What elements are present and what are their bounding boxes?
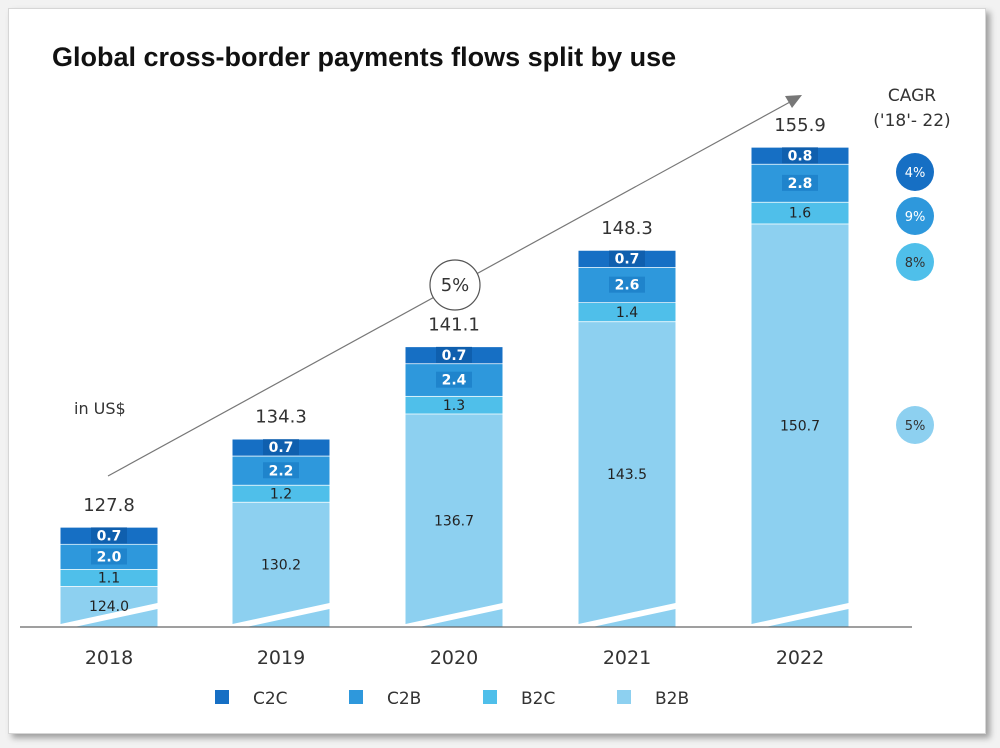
total-label-2022: 155.9 <box>774 115 826 136</box>
axis-break-mark <box>751 603 849 630</box>
growth-circle <box>429 259 481 311</box>
legend-label-c2b: C2B <box>387 689 421 709</box>
seg-label-bg-c2b-2019 <box>263 462 299 479</box>
seg-label-bg-c2b-2020 <box>436 371 472 388</box>
bar-b2c-2019 <box>232 484 330 502</box>
seg-label-bg-c2b-2022 <box>782 174 818 191</box>
seg-label-b2b-2019: 130.2 <box>261 557 301 573</box>
bars-group: 124.01.12.00.7127.8130.21.22.20.7134.313… <box>60 115 849 630</box>
x-tick-2019: 2019 <box>257 647 305 669</box>
bar-b2b-2022 <box>751 223 849 627</box>
seg-label-b2c-2019: 1.2 <box>270 486 292 502</box>
seg-label-c2b-2022: 2.8 <box>788 176 813 192</box>
legend-label-b2b: B2B <box>655 689 689 709</box>
chart-title: Global cross-border payments flows split… <box>52 42 676 72</box>
cagr-badge-c2b <box>896 197 934 235</box>
seg-label-c2c-2018: 0.7 <box>97 528 122 544</box>
cagr-value-c2b: 9% <box>905 210 926 225</box>
growth-trend: 5% <box>107 95 802 477</box>
axis-break-mark <box>405 603 503 630</box>
bar-b2b-2021 <box>578 321 676 627</box>
legend: C2C C2B B2C B2B <box>215 689 689 709</box>
cagr-value-c2c: 4% <box>905 166 926 181</box>
x-tick-2020: 2020 <box>430 647 478 669</box>
total-label-2019: 134.3 <box>255 407 307 428</box>
seg-label-c2c-2022: 0.8 <box>788 148 813 164</box>
total-label-2018: 127.8 <box>83 495 135 516</box>
bar-b2b-2020 <box>405 413 503 627</box>
bar-b2b-2019 <box>232 501 330 627</box>
legend-swatch-b2c <box>483 690 497 704</box>
seg-label-bg-c2c-2018 <box>91 527 127 544</box>
x-tick-2018: 2018 <box>85 647 133 669</box>
cagr-badge-c2c <box>896 153 934 191</box>
seg-label-b2c-2022: 1.6 <box>789 206 811 222</box>
seg-label-b2b-2022: 150.7 <box>780 418 820 434</box>
seg-label-bg-c2c-2022 <box>782 147 818 164</box>
seg-label-bg-c2b-2018 <box>91 548 127 565</box>
seg-label-c2c-2019: 0.7 <box>269 440 294 456</box>
total-label-2020: 141.1 <box>428 314 480 335</box>
axis-break-mark <box>232 603 330 630</box>
legend-label-b2c: B2C <box>521 689 555 709</box>
growth-label: 5% <box>441 275 470 296</box>
legend-swatch-c2b <box>349 690 363 704</box>
bar-stack-2022: 150.7 1.6 2.8 0.8 155.9 <box>751 115 849 630</box>
bar-stack-2019: 130.2 1.2 2.2 0.7 134.3 <box>232 407 330 630</box>
seg-label-b2b-2021: 143.5 <box>607 467 647 483</box>
seg-label-b2c-2018: 1.1 <box>98 571 120 587</box>
seg-label-c2c-2021: 0.7 <box>615 252 640 268</box>
legend-swatch-b2b <box>617 690 631 704</box>
cagr-period: ('18'- 22) <box>873 111 950 131</box>
cagr-title: CAGR <box>888 86 936 106</box>
unit-note: in US$ <box>74 399 126 418</box>
bar-b2c-2018 <box>60 569 158 586</box>
bar-b2c-2020 <box>405 395 503 414</box>
bar-stack-2020: 136.7 1.3 2.4 0.7 141.1 <box>405 314 503 630</box>
cagr-badge-b2b <box>896 406 934 444</box>
trend-arrowhead <box>785 95 802 108</box>
x-tick-2022: 2022 <box>776 647 824 669</box>
seg-label-b2c-2020: 1.3 <box>443 398 465 414</box>
bar-b2b-2018 <box>60 586 158 627</box>
x-tick-labels: 2018 2019 2020 2021 2022 <box>85 647 824 669</box>
seg-label-c2b-2019: 2.2 <box>269 463 294 479</box>
bar-b2c-2021 <box>578 302 676 322</box>
total-label-2021: 148.3 <box>601 218 653 239</box>
bar-stack-2021: 143.5 1.4 2.6 0.7 148.3 <box>578 218 676 630</box>
bar-b2c-2022 <box>751 201 849 224</box>
cagr-panel: CAGR ('18'- 22) 4% 9% 8% 5% <box>873 86 951 444</box>
seg-label-b2c-2021: 1.4 <box>616 305 638 321</box>
seg-label-c2b-2021: 2.6 <box>615 278 640 294</box>
seg-label-b2b-2020: 136.7 <box>434 513 474 529</box>
x-tick-2021: 2021 <box>603 647 651 669</box>
cagr-badge-b2c <box>896 243 934 281</box>
axis-break-mark <box>578 603 676 630</box>
seg-label-bg-c2b-2021 <box>609 276 645 293</box>
legend-label-c2c: C2C <box>253 689 288 709</box>
seg-label-c2c-2020: 0.7 <box>442 348 467 364</box>
seg-label-bg-c2c-2021 <box>609 250 645 267</box>
seg-label-c2b-2020: 2.4 <box>442 373 467 389</box>
seg-label-b2b-2018: 124.0 <box>89 599 129 615</box>
seg-label-bg-c2c-2020 <box>436 346 472 363</box>
bar-stack-2018: 124.0 1.1 2.0 0.7 127.8 <box>60 495 158 630</box>
seg-label-bg-c2c-2019 <box>263 439 299 456</box>
legend-swatch-c2c <box>215 690 229 704</box>
seg-label-c2b-2018: 2.0 <box>97 549 122 565</box>
cagr-value-b2c: 8% <box>905 256 926 271</box>
axis-break-mark <box>60 603 158 630</box>
cagr-value-b2b: 5% <box>905 419 926 434</box>
